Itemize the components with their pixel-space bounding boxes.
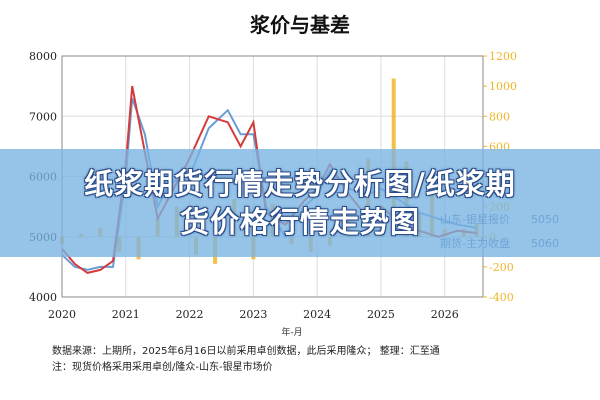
x-tick-label: 2022 xyxy=(176,308,204,321)
y-left-tick-label: 4000 xyxy=(29,291,57,304)
x-tick-label: 2024 xyxy=(303,308,331,321)
y-right-tick-label: -400 xyxy=(489,291,514,304)
y-right-tick-label: 1200 xyxy=(489,50,517,63)
title-banner: 纸浆期货行情走势分析图/纸浆期 货价格行情走势图 xyxy=(0,149,600,257)
banner-line-2: 货价格行情走势图 xyxy=(179,205,420,239)
x-axis-label: 年-月 xyxy=(281,326,302,338)
x-tick-label: 2020 xyxy=(48,308,76,321)
x-tick-label: 2021 xyxy=(112,308,140,321)
y-left-tick-label: 7000 xyxy=(29,110,57,123)
banner-line-1: 纸浆期货行情走势分析图/纸浆期 xyxy=(84,167,516,201)
footnote-source: 数据来源：上期所，2025年6月16日以前采用卓创数据，此后采用隆众； 整理：汇… xyxy=(52,346,440,357)
chart-title: 浆价与基差 xyxy=(249,13,350,37)
x-tick-label: 2025 xyxy=(367,308,395,321)
y-right-tick-label: 1000 xyxy=(489,80,517,93)
x-tick-label: 2026 xyxy=(431,308,459,321)
footnote-note: 注：现货价格采用采用卓创/隆众-山东-银星市场价 xyxy=(52,362,273,373)
x-tick-label: 2023 xyxy=(239,308,267,321)
y-right-tick-label: -200 xyxy=(489,261,514,274)
y-right-tick-label: 800 xyxy=(489,110,510,123)
x-axis: 2020 2021 2022 2023 2024 2025 2026 xyxy=(48,308,459,321)
y-left-tick-label: 8000 xyxy=(29,50,57,63)
